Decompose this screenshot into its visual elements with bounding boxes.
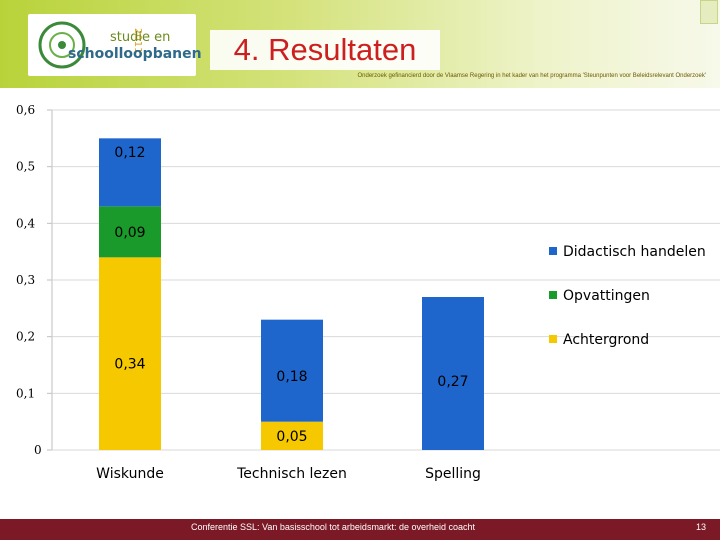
footer-bar [0,519,720,540]
label-layer: 0 0,1 0,2 0,3 0,4 0,5 0,6 0,34 0,09 0,12 Wiskunde 0… [16,103,481,482]
logo-line-2: schoolloopbanen [68,46,202,62]
data-label: 0,18 [276,369,307,385]
y-tick-label: 0,3 [16,273,35,287]
legend-label: Didactisch handelen [563,244,706,260]
data-label: 0,09 [114,225,145,241]
bar-layer [99,138,484,450]
page-subtitle: Onderzoek gefinancierd door de Vlaamse R… [357,73,707,79]
y-tick-label: 0 [34,443,42,457]
data-label: 0,34 [114,356,145,372]
category-label: Spelling [425,466,481,482]
y-tick-label: 0,4 [16,216,35,230]
y-tick-label: 0,2 [16,330,35,344]
stacked-bar-chart: 0 0,1 0,2 0,3 0,4 0,5 0,6 0,34 0,09 0,12 Wiskunde 0… [16,103,720,482]
y-tick-label: 0,1 [16,386,35,400]
corner-decoration-icon [700,0,718,24]
footer-text: Conferentie SSL: Van basisschool tot arb… [191,522,475,532]
data-label: 0,27 [437,374,468,390]
bar [99,138,161,207]
legend-swatch [549,291,557,299]
bar [261,421,323,450]
logo-year: 2011 [132,28,143,54]
grid-layer [47,109,720,451]
legend-swatch [549,247,557,255]
logo-globe-icon [38,21,86,69]
bar [261,319,323,422]
logo-line-1: studie en [110,30,171,45]
page-number: 13 [696,522,707,532]
legend-label: Achtergrond [563,332,649,348]
data-label: 0,12 [114,145,145,161]
category-label: Wiskunde [96,466,164,482]
bar [99,206,161,258]
header-banner: 2011 studie en schoolloopbanen 4. Result… [0,0,720,88]
bar [422,297,484,450]
y-tick-label: 0,5 [16,160,35,174]
category-label: Technisch lezen [236,466,347,482]
legend-label: Opvattingen [563,288,650,304]
legend-layer: Didactisch handelen Opvattingen Achtergron… [549,244,706,348]
y-tick-label: 0,6 [16,103,35,117]
data-label: 0,05 [276,429,307,445]
logo: 2011 [28,14,196,76]
bar [99,257,161,450]
page-title: 4. Resultaten [210,30,440,70]
legend-swatch [549,335,557,343]
